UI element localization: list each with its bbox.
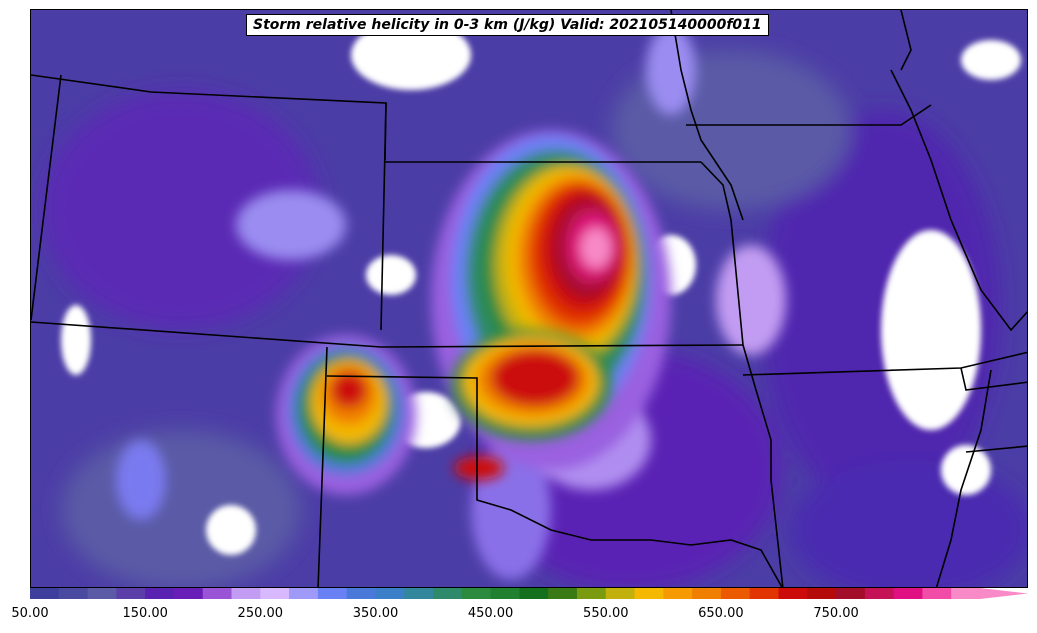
colorbar-cell bbox=[605, 588, 636, 599]
colorbar-cell bbox=[807, 588, 837, 599]
colorbar bbox=[30, 588, 1028, 599]
colorbar-cell bbox=[375, 588, 405, 599]
colorbar-cell bbox=[576, 588, 607, 599]
colorbar-cell bbox=[289, 588, 319, 599]
field-core-oklahoma bbox=[451, 330, 611, 480]
colorbar-cell bbox=[749, 588, 780, 599]
colorbar-cell bbox=[30, 588, 60, 599]
colorbar-cell bbox=[58, 588, 89, 599]
colorbar-cells bbox=[30, 588, 981, 599]
colorbar-cell bbox=[173, 588, 204, 599]
state-boundaries bbox=[31, 10, 1027, 587]
colorbar-cell bbox=[778, 588, 808, 599]
colorbar-cell bbox=[893, 588, 924, 599]
colorbar-cell bbox=[317, 588, 348, 599]
colorbar-tick-label: 450.00 bbox=[467, 606, 514, 621]
colorbar-tick-label: 550.00 bbox=[583, 606, 629, 621]
map-panel bbox=[30, 9, 1028, 588]
colorbar-cell bbox=[145, 588, 175, 599]
colorbar-cell bbox=[404, 588, 434, 599]
colorbar-tick-label: 750.00 bbox=[813, 606, 859, 621]
colorbar-cell bbox=[346, 588, 377, 599]
colorbar-cell bbox=[260, 588, 290, 599]
colorbar-cell bbox=[692, 588, 722, 599]
colorbar-cell bbox=[663, 588, 693, 599]
colorbar-tick-label: 250.00 bbox=[237, 606, 284, 621]
colorbar-cell bbox=[634, 588, 664, 599]
colorbar-cell bbox=[519, 588, 549, 599]
colorbar-cell bbox=[490, 588, 520, 599]
colorbar-tick-label: 350.00 bbox=[352, 606, 399, 621]
colorbar-cell bbox=[433, 588, 463, 599]
colorbar-cell bbox=[231, 588, 261, 599]
colorbar-cell bbox=[461, 588, 492, 599]
colorbar-tick-label: 150.00 bbox=[122, 606, 168, 621]
colorbar-cell bbox=[548, 588, 578, 599]
colorbar-cell bbox=[951, 588, 981, 599]
colorbar-cell bbox=[87, 588, 117, 599]
colorbar-cell bbox=[836, 588, 866, 599]
colorbar-cell bbox=[864, 588, 895, 599]
colorbar-extend-arrow bbox=[980, 588, 1028, 599]
colorbar-cell bbox=[922, 588, 952, 599]
map-title: Storm relative helicity in 0-3 km (J/kg)… bbox=[246, 14, 769, 36]
helicity-map bbox=[31, 10, 1027, 587]
colorbar-tick-label: 50.00 bbox=[11, 606, 49, 621]
colorbar-cell bbox=[720, 588, 751, 599]
field-core-panhandle bbox=[276, 335, 416, 495]
colorbar-cell bbox=[202, 588, 233, 599]
colorbar-tick-label: 650.00 bbox=[698, 606, 744, 621]
colorbar-cell bbox=[116, 588, 146, 599]
